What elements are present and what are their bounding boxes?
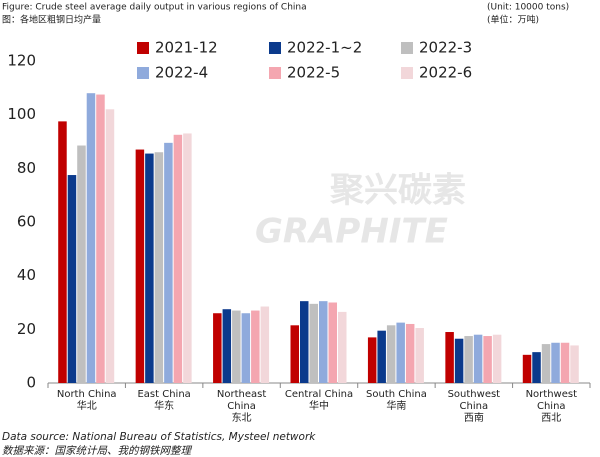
legend-label: 2022-3: [419, 39, 472, 57]
bar: [560, 342, 570, 383]
legend-swatch: [137, 67, 149, 79]
bar: [309, 303, 318, 383]
legend-swatch: [401, 42, 413, 54]
bar: [396, 322, 405, 383]
bar: [541, 344, 551, 383]
y-tick-label: 60: [17, 213, 36, 231]
bar: [232, 310, 241, 383]
bar: [492, 334, 502, 383]
bar: [522, 354, 532, 383]
bar: [135, 149, 145, 383]
bar: [145, 153, 154, 383]
bar: [154, 152, 164, 383]
legend-label: 2022-6: [419, 64, 472, 82]
legend-label: 2022-4: [155, 64, 208, 82]
bar: [338, 311, 347, 383]
y-tick-label: 0: [26, 374, 36, 392]
bar: [483, 336, 492, 383]
legend-label: 2021-12: [155, 39, 218, 57]
bar: [290, 325, 299, 383]
x-tick-label: Northeast China 东北: [216, 389, 267, 424]
x-tick-label: Southwest China 西南: [447, 389, 501, 424]
bar: [328, 302, 337, 383]
bar: [405, 323, 415, 383]
source: Data source: National Bureau of Statisti…: [2, 431, 316, 443]
unit-label-cn: (单位：万吨): [487, 14, 539, 26]
y-tick-label: 20: [17, 320, 36, 338]
bar: [105, 109, 115, 384]
source-cn: 数据来源：国家统计局、我的钢铁网整理: [2, 445, 192, 457]
y-tick-label: 120: [7, 52, 36, 70]
unit-label: (Unit: 10000 tons): [487, 3, 569, 13]
watermark-en: GRAPHITE: [255, 212, 448, 252]
x-tick-label: Central China 华中: [284, 389, 354, 412]
bar: [58, 121, 67, 383]
bar: [222, 309, 232, 383]
bar: [532, 352, 541, 383]
bar: [367, 337, 377, 383]
bar: [96, 94, 105, 384]
bar: [454, 338, 464, 383]
bar: [251, 310, 260, 383]
bar: [551, 342, 560, 383]
bar: [173, 134, 183, 383]
bar: [67, 175, 77, 383]
bar: [260, 306, 270, 383]
bar: [164, 142, 173, 383]
legend-label: 2022-1~2: [287, 39, 362, 57]
legend-swatch: [269, 42, 281, 54]
watermark: 聚兴碳素: [329, 171, 466, 211]
bar: [386, 325, 396, 383]
chart-subtitle: 图：各地区粗钢日均产量: [2, 14, 101, 26]
y-tick-label: 80: [17, 159, 36, 177]
bar: [377, 330, 386, 383]
bar: [473, 334, 483, 383]
x-tick-label: North China 华北: [56, 389, 117, 412]
bar: [300, 301, 309, 383]
legend-swatch: [269, 67, 281, 79]
legend-swatch: [401, 67, 413, 79]
x-tick-label: East China 华东: [137, 389, 191, 412]
x-tick-label: South China 华南: [366, 389, 427, 412]
bar: [415, 327, 424, 383]
bar: [213, 313, 222, 383]
bar: [77, 145, 86, 383]
bar: [86, 93, 96, 383]
y-tick-label: 40: [17, 266, 36, 284]
bar: [319, 301, 328, 383]
bar: [183, 133, 192, 383]
chart-title: Figure: Crude steel average daily output…: [2, 3, 307, 13]
bar: [241, 313, 251, 383]
bar: [570, 345, 579, 383]
legend-label: 2022-5: [287, 64, 340, 82]
x-tick-label: Northwest China 西北: [525, 389, 577, 424]
bar: [464, 336, 473, 383]
bar: [445, 332, 454, 383]
y-tick-label: 100: [7, 105, 36, 123]
legend-swatch: [137, 42, 149, 54]
